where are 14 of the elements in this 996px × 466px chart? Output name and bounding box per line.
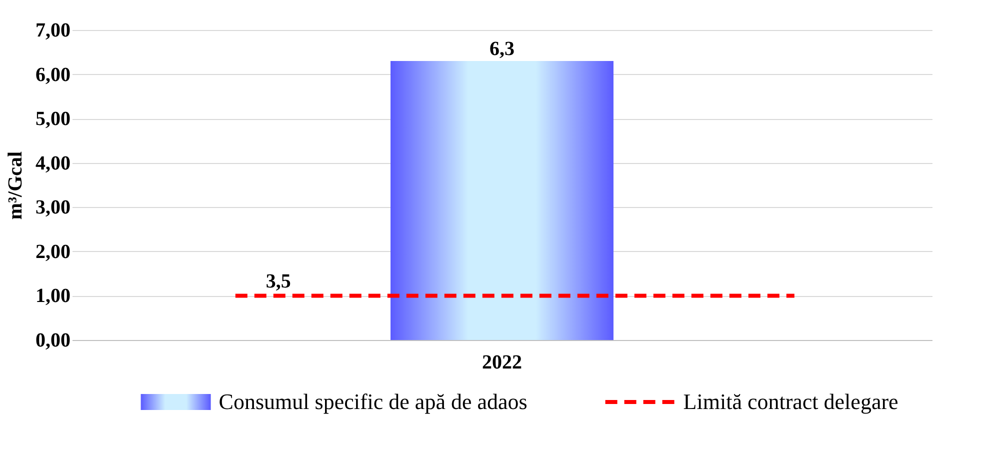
y-tick-label: 1,00 — [36, 285, 70, 308]
y-tick-label: 4,00 — [36, 152, 70, 174]
data-label: 6,3 — [490, 38, 514, 60]
y-tick-label: 7,00 — [36, 20, 70, 42]
legend-label: Limită contract delegare — [683, 389, 898, 414]
y-tick-label: 5,00 — [36, 108, 70, 130]
annotation: 3,5 — [266, 270, 291, 293]
y-axis-title: m³/Gcal — [4, 150, 26, 220]
y-tick-label: 2,00 — [36, 240, 70, 263]
y-tick-label: 6,00 — [36, 64, 70, 86]
y-tick-label: 3,00 — [36, 196, 70, 219]
legend-label: Consumul specific de apă de adaos — [218, 389, 528, 414]
x-tick-label: 2022 — [482, 352, 522, 374]
y-tick-label: 0,00 — [36, 330, 70, 352]
